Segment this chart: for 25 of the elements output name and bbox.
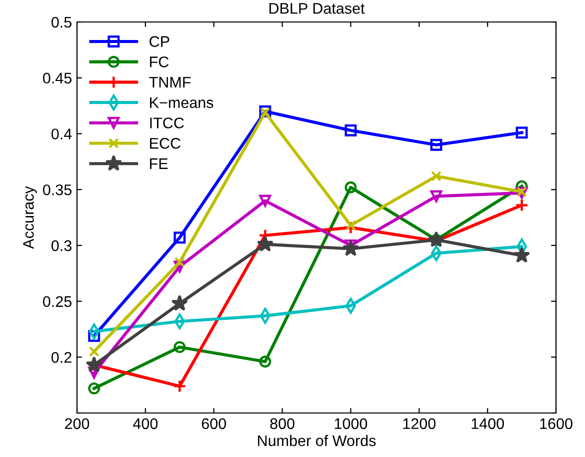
x-tick-label: 1000 — [334, 418, 368, 430]
x-tick-label: 1600 — [540, 418, 572, 430]
legend-label: FC — [150, 56, 169, 68]
x-tick-label: 1400 — [472, 418, 504, 430]
x-tick-label: 200 — [65, 418, 90, 430]
legend-label: K−means — [150, 97, 214, 108]
y-tick-label: 0.2 — [52, 352, 72, 363]
x-tick-label: 1200 — [403, 418, 436, 430]
x-axis-title: Number of Words — [258, 434, 376, 446]
legend-label: TNMF — [149, 77, 191, 88]
y-tick-label: 0.25 — [43, 296, 72, 307]
chart-title: DBLP Dataset — [269, 3, 365, 14]
y-tick-label: 0.3 — [52, 240, 72, 252]
y-tick-label: 0.35 — [43, 184, 72, 196]
legend-label: CP — [150, 36, 170, 47]
x-tick-label: 600 — [202, 418, 226, 430]
legend-label: FE — [150, 158, 168, 169]
y-axis-title: Accuracy — [23, 186, 37, 249]
x-tick-label: 800 — [270, 418, 294, 430]
y-tick-label: 0.4 — [52, 128, 72, 140]
legend-label: ECC — [150, 138, 180, 149]
legend-label: ITCC — [150, 118, 184, 128]
y-tick-label: 0.45 — [43, 72, 72, 84]
x-tick-label: 400 — [133, 418, 158, 430]
y-tick-label: 0.5 — [52, 16, 72, 28]
